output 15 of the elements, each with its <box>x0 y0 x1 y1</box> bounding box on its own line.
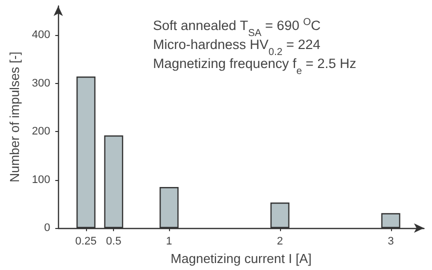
y-axis-title: Number of impulses [-] <box>7 52 22 182</box>
y-tick-label: 0 <box>44 222 50 234</box>
y-tick-label: 100 <box>32 174 50 186</box>
y-tick-label: 200 <box>32 126 50 138</box>
x-tick-label: 0.25 <box>75 236 97 248</box>
y-tick-label: 300 <box>32 77 50 90</box>
x-tick-label: 2 <box>276 236 283 248</box>
annotation: Micro-hardness HV$_{0.2}$ = 224 <box>153 37 321 58</box>
y-tick-label: 400 <box>32 28 50 41</box>
x-tick-label: 3 <box>388 236 394 248</box>
x-tick-label: 0.5 <box>106 236 122 248</box>
x-tick-label: 1 <box>166 236 172 248</box>
x-axis-title: Magnetizing current I [A] <box>170 251 312 266</box>
annotation: Soft annealed T$_{SA}$ = 690 $^{O}$C <box>153 16 321 38</box>
annotation: Magnetizing frequency f$_{e}$ = 2.5 Hz <box>153 56 357 76</box>
